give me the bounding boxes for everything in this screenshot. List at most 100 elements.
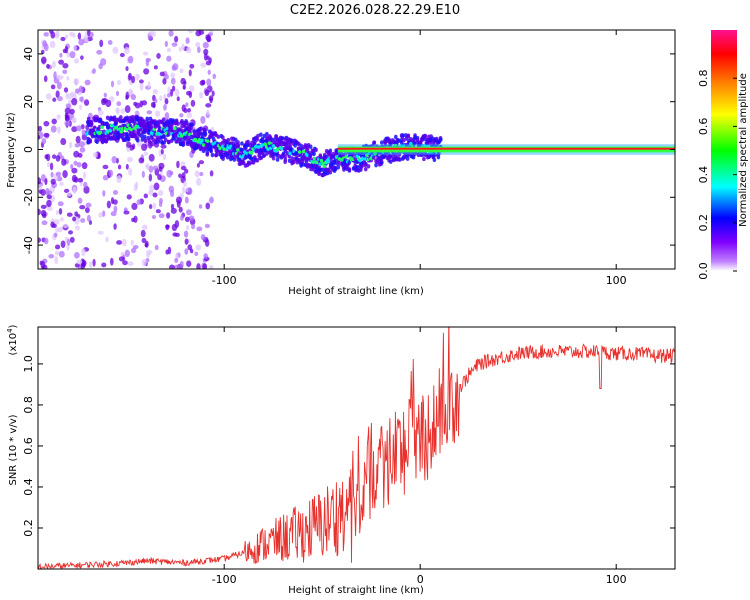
spectrogram-band-cell	[205, 152, 210, 157]
spectrogram-speckle	[78, 141, 85, 148]
spectrogram-speckle	[83, 185, 90, 194]
spectrogram-speckle	[54, 250, 60, 256]
spectrogram-band-cell	[372, 140, 376, 146]
spectrogram-band-cell	[175, 139, 180, 144]
spectrogram-band-cell	[280, 154, 285, 159]
spectrogram-ridge-cell	[108, 128, 113, 133]
spectrogram-speckle	[69, 91, 76, 97]
spectrogram-speckle	[141, 237, 147, 244]
spectrogram-speckle	[49, 162, 54, 171]
spectrogram-speckle	[139, 79, 144, 84]
spectrogram-band-cell	[275, 157, 280, 162]
spectrogram-speckle	[74, 225, 81, 231]
spectrogram-speckle	[76, 161, 82, 168]
spectrogram-speckle	[183, 230, 189, 238]
spectrogram-speckle	[60, 240, 66, 249]
spectrogram-speckle	[127, 156, 133, 163]
spectrogram-ridge-cell	[124, 127, 129, 132]
spectrogram-speckle	[112, 199, 118, 205]
spectrogram-ridge-cell	[297, 150, 302, 154]
spectrogram-ridge-cell	[152, 127, 157, 132]
spectrogram-ridge-cell	[267, 141, 272, 145]
colorbar-tick-label: 0.6	[697, 118, 710, 135]
snr-y-scale: (x104)	[6, 324, 19, 355]
spectrogram-band-cell	[246, 139, 250, 145]
spectrogram-speckle	[81, 133, 87, 141]
spectrogram-speckle	[110, 211, 117, 217]
spectrogram-ridge-cell	[98, 130, 103, 135]
spectrogram-speckle	[208, 57, 212, 64]
spectrogram-speckle	[198, 160, 205, 165]
spectrogram-speckle	[166, 169, 173, 178]
spectrogram-speckle	[63, 87, 69, 93]
spectrogram-speckle	[128, 72, 132, 81]
spectrogram-speckle	[152, 165, 159, 171]
spectrogram-speckle	[153, 65, 158, 70]
spectrogram-speckle	[209, 196, 214, 204]
spectrogram-band-cell	[318, 153, 323, 158]
spectrogram-band-cell	[287, 158, 292, 163]
spectrogram-speckle	[60, 137, 67, 146]
spectrogram-ridge-cell	[236, 148, 240, 152]
spectrogram-speckle	[72, 216, 77, 222]
spectrogram-speckle	[187, 187, 193, 195]
spectrogram-band-cell	[125, 115, 129, 121]
spectrogram-speckle	[38, 135, 41, 140]
spectrogram-speckle	[112, 190, 119, 195]
spectrogram-speckle	[164, 112, 170, 120]
spectrogram-speckle	[75, 135, 81, 144]
spectrogram-band-cell	[114, 121, 118, 126]
spectrogram-band-cell	[183, 123, 187, 129]
spectrogram-speckle	[196, 163, 200, 168]
spectrogram-band-cell	[415, 137, 419, 143]
spectrogram-y-tick-label: 0	[22, 146, 35, 153]
spectrogram-speckle	[74, 143, 80, 148]
spectrogram-speckle	[196, 263, 201, 269]
colorbar-gradient	[711, 30, 737, 271]
spectrogram-speckle	[204, 223, 210, 229]
spectrogram-speckle	[105, 99, 112, 108]
snr-x-label: Height of straight line (km)	[288, 585, 424, 596]
spectrogram-ridge-cell	[218, 146, 222, 151]
spectrogram-band-cell	[272, 140, 276, 145]
spectrogram-speckle	[57, 96, 63, 102]
spectrogram-speckle	[200, 234, 206, 241]
spectrogram-speckle	[71, 97, 78, 106]
spectrogram-speckle	[156, 52, 161, 59]
spectrogram-speckle	[74, 263, 80, 268]
spectrogram-speckle	[202, 41, 209, 49]
spectrogram-ridge-cell	[211, 142, 216, 146]
spectrogram-band-cell	[127, 119, 132, 125]
spectrogram-panel: -100 100 -40 -20 0 20 40 Height of straight l…	[6, 29, 676, 297]
spectrogram-speckle	[79, 146, 86, 153]
spectrogram-speckle	[103, 92, 108, 98]
spectrogram-band-cell	[394, 134, 398, 140]
spectrogram-ridge-cell	[193, 137, 198, 142]
spectrogram-band-cell	[328, 170, 333, 175]
spectrogram-speckle	[146, 110, 153, 115]
spectrogram-speckle	[132, 245, 139, 250]
spectrogram-ridge-cell	[271, 144, 276, 148]
spectrogram-speckle	[184, 248, 189, 255]
spectrogram-speckle	[197, 46, 201, 54]
spectrogram-speckle	[188, 30, 194, 34]
spectrogram-band-cell	[283, 159, 287, 165]
spectrogram-speckle	[179, 68, 184, 74]
spectrogram-band-cell	[405, 156, 410, 161]
spectrogram-speckle	[40, 204, 47, 209]
spectrogram-speckle	[124, 105, 131, 114]
spectrogram-speckle	[70, 163, 74, 170]
spectrogram-speckle	[126, 141, 132, 148]
spectrogram-speckle	[69, 141, 73, 149]
spectrogram-speckle	[72, 186, 77, 195]
spectrogram-speckle	[73, 176, 79, 183]
snr-frame	[37, 326, 676, 570]
spectrogram-speckle	[166, 55, 172, 62]
spectrogram-ridge-cell	[179, 134, 184, 138]
spectrogram-speckle	[71, 126, 78, 133]
spectrogram-speckle	[205, 202, 211, 210]
spectrogram-speckle	[211, 90, 215, 97]
spectrogram-speckle	[195, 244, 202, 251]
spectrogram-speckle	[166, 93, 171, 98]
spectrogram-speckle	[148, 165, 154, 173]
